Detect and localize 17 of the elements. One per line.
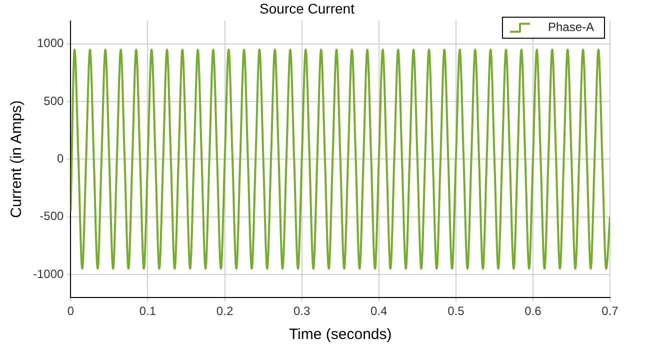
chart-title: Source Current bbox=[260, 0, 355, 16]
y-tick-label: -1000 bbox=[32, 266, 64, 281]
x-tick-label: 0.2 bbox=[216, 304, 234, 318]
x-tick-label: 0 bbox=[67, 304, 74, 318]
y-axis-title: Current (in Amps) bbox=[8, 100, 26, 218]
y-tick-label: 0 bbox=[57, 152, 64, 166]
x-tick-label: 0.5 bbox=[448, 304, 465, 318]
x-tick-label: 0.1 bbox=[139, 304, 156, 318]
x-axis-title: Time (seconds) bbox=[288, 326, 392, 344]
legend-label: Phase-A bbox=[548, 20, 594, 34]
y-tick-label: 500 bbox=[44, 94, 64, 108]
y-tick-label: -500 bbox=[40, 209, 64, 224]
x-tick-label: 0.7 bbox=[602, 304, 619, 318]
x-tick-label: 0.3 bbox=[293, 304, 310, 318]
x-tick-label: 0.6 bbox=[524, 304, 542, 318]
x-tick-label: 0.4 bbox=[370, 304, 388, 318]
y-tick-label: 1000 bbox=[36, 36, 64, 50]
